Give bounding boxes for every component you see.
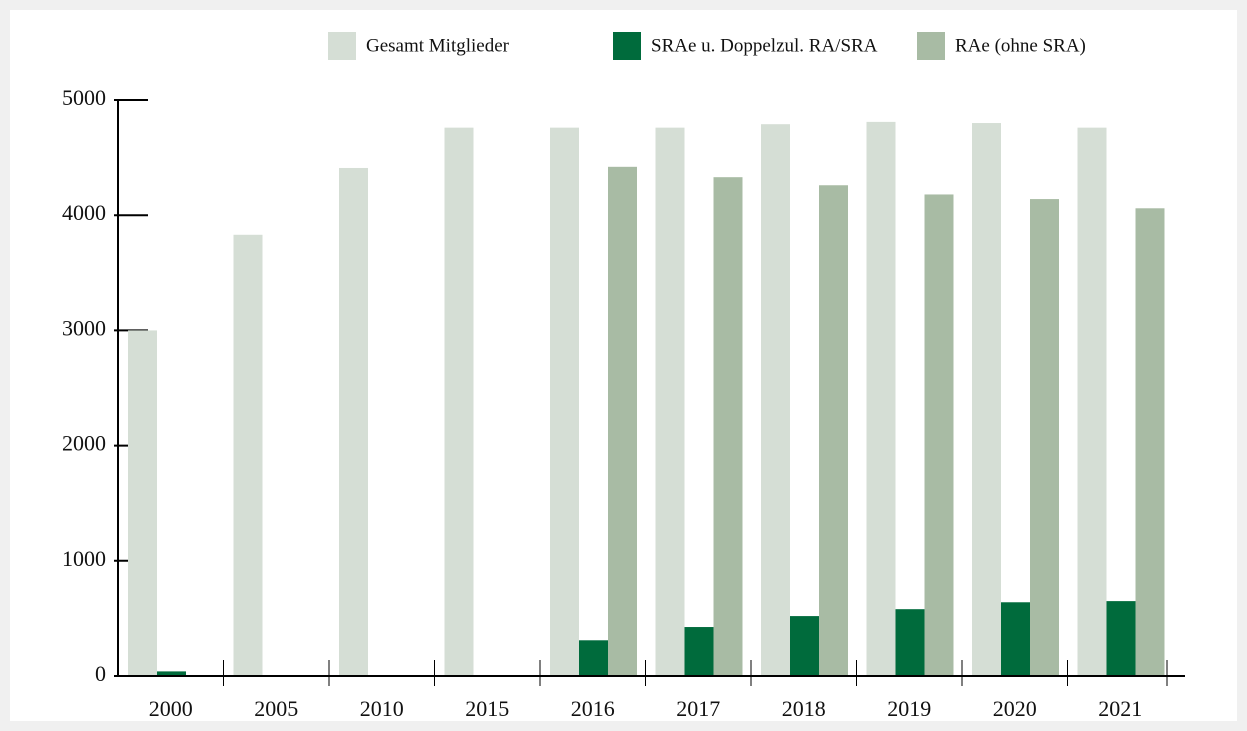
x-tick-label: 2019 [887, 696, 931, 721]
x-tick-label: 2010 [360, 696, 404, 721]
x-tick-label: 2018 [782, 696, 826, 721]
bar [608, 166, 637, 677]
bar [550, 127, 579, 676]
y-tick-label: 3000 [62, 315, 106, 340]
legend-label: RAe (ohne SRA) [955, 35, 1086, 56]
legend-swatch [917, 32, 945, 60]
bar [790, 616, 819, 676]
legend-swatch [613, 32, 641, 60]
bar [444, 127, 474, 676]
x-tick-label: 2020 [993, 696, 1037, 721]
bar [339, 167, 368, 676]
bar [1030, 199, 1059, 676]
x-tick-label: 2016 [571, 696, 615, 721]
bar [819, 185, 848, 677]
bar [866, 121, 896, 676]
legend-label: SRAe u. Doppelzul. RA/SRA [651, 35, 878, 56]
x-tick-label: 2017 [676, 696, 720, 721]
x-tick-label: 2021 [1098, 696, 1142, 721]
bar [1077, 127, 1107, 676]
y-tick-label: 0 [95, 661, 106, 686]
bar [713, 177, 743, 676]
y-tick-label: 1000 [62, 546, 106, 571]
y-tick-label: 4000 [62, 200, 106, 225]
legend-label: Gesamt Mitglieder [366, 35, 510, 56]
bar [128, 330, 157, 676]
legend-swatch [328, 32, 356, 60]
bar [895, 609, 925, 676]
bar [1001, 602, 1030, 676]
bar [972, 123, 1001, 677]
x-tick-label: 2015 [465, 696, 509, 721]
bar [1106, 601, 1136, 676]
bar [924, 194, 954, 677]
bar [579, 640, 608, 676]
y-tick-label: 5000 [62, 85, 106, 110]
bar [157, 671, 186, 676]
bar [233, 234, 263, 676]
x-tick-label: 2000 [149, 696, 193, 721]
bar [684, 627, 714, 676]
bar [761, 124, 790, 676]
bar [655, 127, 685, 676]
bar [1135, 208, 1165, 676]
x-tick-label: 2005 [254, 696, 298, 721]
y-tick-label: 2000 [62, 431, 106, 456]
